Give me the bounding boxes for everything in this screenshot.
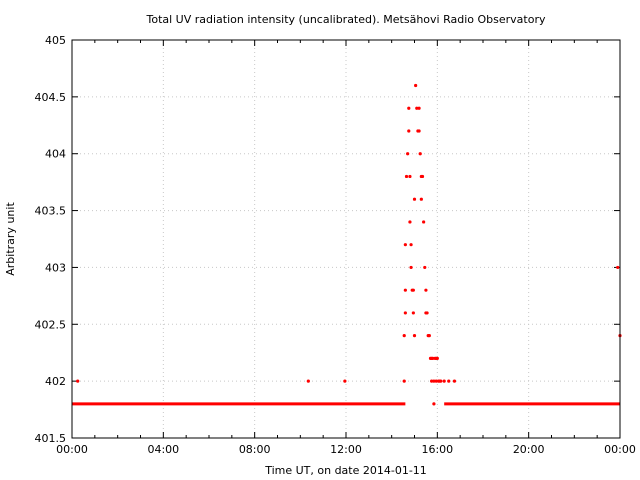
data-point xyxy=(411,311,415,315)
data-point xyxy=(409,265,413,270)
data-point xyxy=(408,174,412,179)
y-tick-label: 405 xyxy=(45,34,66,47)
x-tick-label: 00:00 xyxy=(56,443,88,456)
x-tick-label: 00:00 xyxy=(604,443,636,456)
data-point xyxy=(343,379,347,383)
data-point xyxy=(439,379,443,383)
data-point xyxy=(423,265,427,270)
data-point xyxy=(420,174,425,179)
data-point xyxy=(430,379,434,383)
data-point xyxy=(403,311,407,315)
data-point xyxy=(432,379,436,383)
x-tick-label: 16:00 xyxy=(421,443,453,456)
y-tick-label: 404.5 xyxy=(35,91,67,104)
data-point xyxy=(412,197,417,201)
y-tick-label: 401.5 xyxy=(35,432,67,445)
data-point xyxy=(403,243,407,247)
grid-lines xyxy=(72,40,620,438)
data-point xyxy=(418,152,422,156)
data-point xyxy=(411,288,415,292)
data-point xyxy=(447,379,451,383)
data-point xyxy=(434,379,438,383)
data-point xyxy=(616,265,620,270)
y-tick-label: 402 xyxy=(45,375,66,388)
data-points xyxy=(72,83,622,406)
data-point xyxy=(407,106,411,110)
tick-labels: 401.5 402 402.5 403 403.5 404 404.5 405 00:00 04:… xyxy=(35,34,636,456)
data-point xyxy=(402,334,406,338)
plot-frame xyxy=(71,39,621,439)
data-point xyxy=(435,356,439,360)
x-axis-label: Time UT, on date 2014-01-11 xyxy=(264,464,427,477)
y-tick-label: 404 xyxy=(45,148,66,161)
data-point xyxy=(407,129,411,133)
data-point xyxy=(306,379,310,383)
data-point xyxy=(76,379,80,383)
data-point xyxy=(417,106,421,110)
y-axis-label: Arbitrary unit xyxy=(4,202,17,276)
data-point xyxy=(403,288,407,292)
data-point xyxy=(415,106,419,110)
data-point xyxy=(425,311,429,315)
data-point xyxy=(408,220,412,224)
axis-ticks xyxy=(71,39,621,439)
data-point xyxy=(431,356,435,360)
data-point xyxy=(427,334,431,338)
data-point xyxy=(417,129,421,133)
x-tick-label: 12:00 xyxy=(330,443,362,456)
data-point xyxy=(442,379,446,383)
data-point xyxy=(402,379,406,383)
data-point xyxy=(406,152,410,156)
data-point xyxy=(409,243,413,247)
x-tick-label: 04:00 xyxy=(147,443,179,456)
y-tick-label: 403 xyxy=(45,261,66,274)
data-point xyxy=(414,83,418,88)
data-point xyxy=(404,174,409,179)
data-point xyxy=(412,334,417,338)
data-point xyxy=(432,402,436,406)
y-tick-label: 403.5 xyxy=(35,205,67,218)
chart-title: Total UV radiation intensity (uncalibrat… xyxy=(146,13,546,26)
y-tick-label: 402.5 xyxy=(35,318,67,331)
data-point xyxy=(424,288,428,292)
data-point xyxy=(452,379,457,383)
data-point xyxy=(422,220,426,224)
x-tick-label: 20:00 xyxy=(513,443,545,456)
x-tick-label: 08:00 xyxy=(239,443,271,456)
data-point xyxy=(419,197,423,201)
